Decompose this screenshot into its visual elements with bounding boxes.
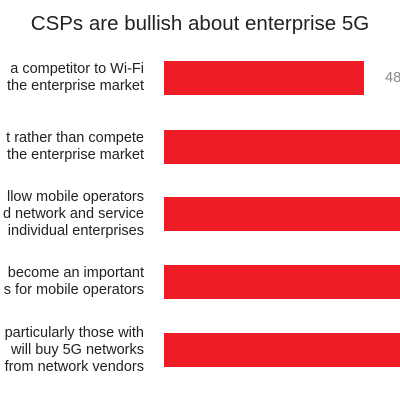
bar xyxy=(164,333,400,367)
chart-title: CSPs are bullish about enterprise 5G xyxy=(30,12,370,35)
bar-label: a competitor to Wi-Fi the enterprise mar… xyxy=(6,61,144,94)
bar xyxy=(164,61,364,95)
bar-label: t rather than compete the enterprise mar… xyxy=(6,130,144,163)
bar xyxy=(164,197,400,231)
bar-label: llow mobile operators d network and serv… xyxy=(2,188,144,239)
bar xyxy=(164,265,400,299)
bar-label: particularly those with will buy 5G netw… xyxy=(4,324,144,375)
bar-label: become an important s for mobile operato… xyxy=(3,265,144,298)
value-label: 48 xyxy=(385,69,400,86)
bar xyxy=(164,130,400,164)
